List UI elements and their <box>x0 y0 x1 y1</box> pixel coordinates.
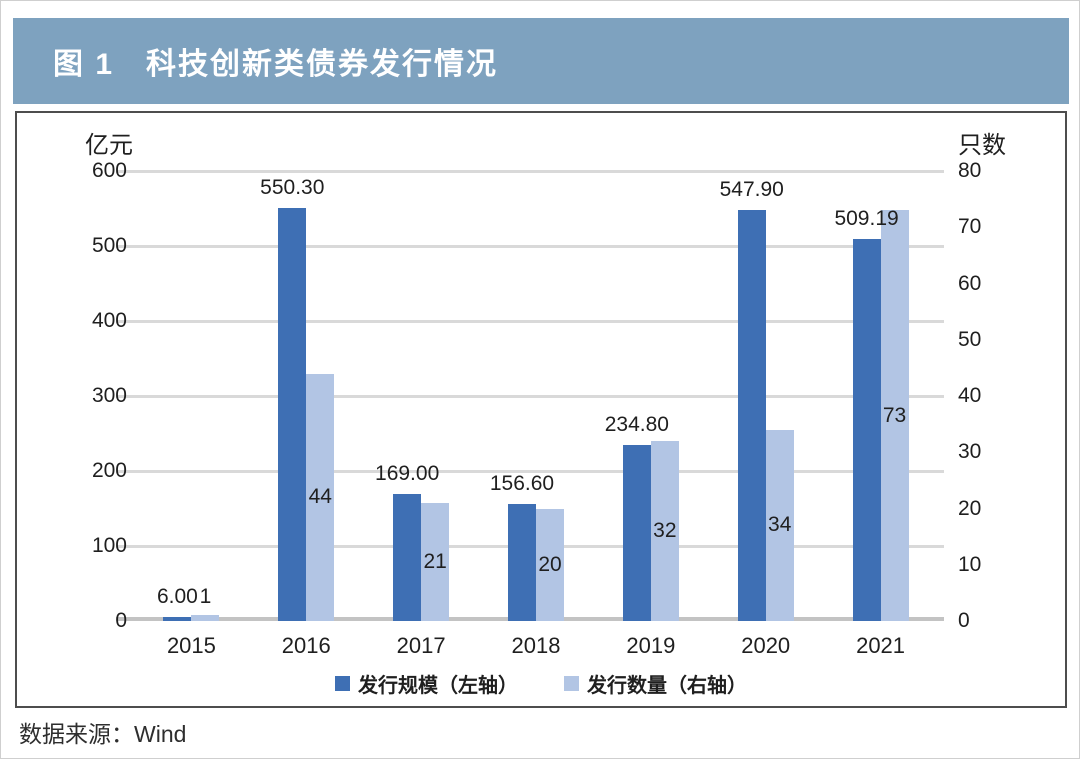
right-axis-tick: 40 <box>958 384 982 407</box>
gridline <box>116 394 944 398</box>
left-axis-tick: 400 <box>91 309 127 332</box>
bar-scale-2017 <box>393 494 422 621</box>
scale-value-label: 234.80 <box>604 412 669 436</box>
gridline <box>116 469 944 473</box>
plot-area: 6.00 1 550.30 44 169.00 21 156.60 20 234.80 32 547… <box>134 171 938 621</box>
figure-title-bar: 图 1 科技创新类债券发行情况 <box>13 18 1069 104</box>
x-axis-label-2020: 2020 <box>741 633 791 658</box>
legend-item: 发行规模（左轴） <box>335 669 518 698</box>
source-note: 数据来源：Wind <box>19 721 187 747</box>
left-axis-tick: 200 <box>91 459 127 482</box>
bar-count-2019 <box>650 441 679 621</box>
bar-count-2020 <box>765 429 794 621</box>
left-axis-unit-label: 亿元 <box>85 132 133 159</box>
count-value-label: 34 <box>768 513 792 537</box>
bar-count-2015 <box>191 615 220 621</box>
left-axis-tick: 100 <box>91 534 127 557</box>
count-value-label: 44 <box>308 485 332 509</box>
bar-scale-2016 <box>278 208 307 621</box>
scale-value-label: 6.00 <box>156 584 198 608</box>
bar-scale-2020 <box>737 210 766 621</box>
legend-swatch-icon <box>335 676 350 691</box>
bar-count-2017 <box>421 502 450 621</box>
legend-label: 发行数量（右轴） <box>587 675 747 697</box>
figure-title: 图 1 科技创新类债券发行情况 <box>53 48 499 81</box>
x-axis-label-2021: 2021 <box>856 633 906 658</box>
bar-scale-2021 <box>852 239 881 621</box>
left-axis-tick: 300 <box>91 384 127 407</box>
right-axis-tick: 10 <box>958 552 982 576</box>
scale-value-label: 550.30 <box>260 176 325 200</box>
count-value-label: 20 <box>538 552 562 576</box>
scale-value-label: 156.60 <box>489 471 555 495</box>
bar-scale-2018 <box>508 503 536 621</box>
bar-count-2016 <box>306 373 335 621</box>
count-value-label: 21 <box>423 549 447 573</box>
right-axis-tick: 50 <box>958 327 982 351</box>
count-value-label: 1 <box>199 585 212 609</box>
legend-label: 发行规模（左轴） <box>358 675 518 697</box>
right-axis-tick: 80 <box>958 159 982 182</box>
left-axis-tick: 0 <box>115 609 127 632</box>
gridline <box>116 244 944 248</box>
right-axis-tick: 30 <box>958 440 982 464</box>
bar-count-2021 <box>880 210 909 621</box>
right-axis-tick: 70 <box>958 215 982 239</box>
legend-swatch-icon <box>564 676 579 691</box>
scale-value-label: 169.00 <box>375 462 440 486</box>
left-axis-tick: 500 <box>91 234 127 257</box>
count-value-label: 73 <box>882 403 907 427</box>
x-axis-label-2019: 2019 <box>626 633 676 658</box>
right-axis-tick: 20 <box>958 496 982 520</box>
x-axis-label-2017: 2017 <box>396 633 446 658</box>
scale-value-label: 509.19 <box>834 207 899 231</box>
bar-scale-2019 <box>622 444 651 621</box>
right-axis-unit-label: 只数 <box>958 132 1006 159</box>
left-axis-tick: 600 <box>91 159 127 182</box>
gridline <box>116 319 944 323</box>
count-value-label: 32 <box>653 519 677 542</box>
bar-count-2018 <box>536 508 564 621</box>
scale-value-label: 547.90 <box>719 178 784 202</box>
x-axis-label-2016: 2016 <box>281 633 331 658</box>
chart-panel: 亿元 只数 600 500 400 300 200 100 0 80 70 60 50 40 30 20… <box>15 111 1067 708</box>
right-axis-tick: 60 <box>958 271 982 295</box>
bar-scale-2015 <box>163 616 192 621</box>
x-axis-label-2018: 2018 <box>511 633 561 658</box>
x-axis-label-2015: 2015 <box>166 633 216 658</box>
legend-item: 发行数量（右轴） <box>564 669 747 698</box>
right-axis-tick: 0 <box>958 609 970 632</box>
gridline <box>116 169 944 173</box>
legend: 发行规模（左轴） 发行数量（右轴） <box>17 669 1065 698</box>
